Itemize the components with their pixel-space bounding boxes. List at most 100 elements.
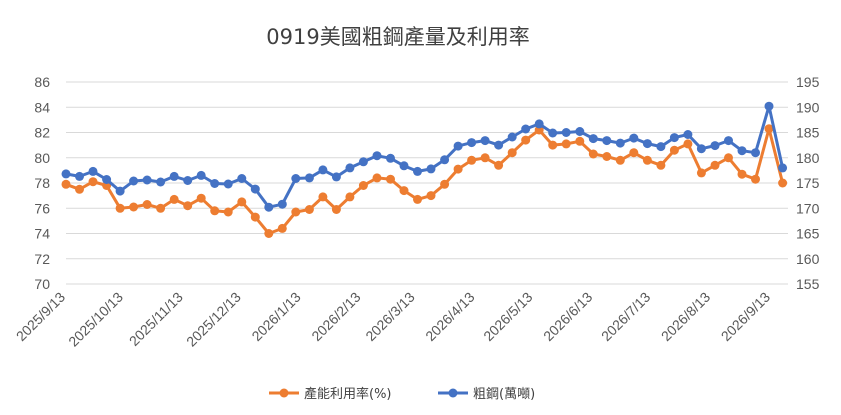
data-point[interactable]: [507, 132, 517, 142]
data-point[interactable]: [669, 133, 679, 143]
data-point[interactable]: [196, 170, 206, 180]
data-point[interactable]: [345, 163, 355, 173]
data-point[interactable]: [778, 163, 788, 173]
data-point[interactable]: [507, 148, 517, 158]
data-point[interactable]: [277, 199, 287, 209]
data-point[interactable]: [534, 119, 544, 129]
data-point[interactable]: [561, 128, 571, 137]
data-point[interactable]: [183, 176, 193, 185]
data-point[interactable]: [588, 134, 598, 144]
data-point[interactable]: [386, 174, 395, 184]
data-point[interactable]: [75, 184, 84, 194]
data-point[interactable]: [561, 139, 571, 149]
data-point[interactable]: [683, 139, 693, 149]
data-point[interactable]: [467, 138, 477, 148]
data-point[interactable]: [467, 155, 477, 165]
data-point[interactable]: [250, 184, 260, 194]
data-point[interactable]: [156, 203, 166, 213]
data-point[interactable]: [669, 145, 679, 155]
data-point[interactable]: [304, 205, 314, 214]
data-point[interactable]: [575, 136, 585, 146]
data-point[interactable]: [61, 169, 71, 179]
data-point[interactable]: [358, 181, 368, 190]
data-point[interactable]: [115, 186, 125, 196]
data-point[interactable]: [413, 166, 422, 176]
data-point[interactable]: [210, 179, 220, 188]
data-point[interactable]: [575, 127, 585, 136]
data-point[interactable]: [264, 229, 274, 238]
data-point[interactable]: [656, 142, 666, 152]
data-point[interactable]: [737, 146, 747, 156]
data-point[interactable]: [318, 165, 328, 175]
data-point[interactable]: [724, 153, 733, 163]
data-point[interactable]: [480, 136, 490, 146]
data-point[interactable]: [237, 197, 247, 207]
data-point[interactable]: [358, 157, 368, 167]
data-point[interactable]: [751, 148, 760, 158]
data-point[interactable]: [494, 160, 504, 170]
data-point[interactable]: [75, 171, 84, 181]
data-point[interactable]: [764, 101, 774, 111]
data-point[interactable]: [264, 202, 274, 212]
data-point[interactable]: [642, 139, 652, 149]
data-point[interactable]: [629, 133, 639, 143]
data-point[interactable]: [210, 206, 220, 216]
data-point[interactable]: [88, 177, 98, 187]
legend-item-steel-output[interactable]: 粗鋼(萬噸): [438, 387, 535, 402]
data-point[interactable]: [453, 164, 463, 174]
data-point[interactable]: [61, 179, 71, 189]
data-point[interactable]: [642, 155, 652, 165]
data-point[interactable]: [710, 160, 720, 170]
data-point[interactable]: [223, 179, 233, 189]
data-point[interactable]: [102, 175, 112, 184]
data-point[interactable]: [372, 151, 382, 161]
data-point[interactable]: [331, 172, 341, 182]
data-point[interactable]: [399, 186, 409, 196]
data-point[interactable]: [440, 155, 450, 165]
data-point[interactable]: [710, 141, 720, 151]
data-point[interactable]: [602, 136, 612, 146]
data-point[interactable]: [683, 130, 693, 139]
data-point[interactable]: [453, 141, 463, 151]
data-point[interactable]: [615, 155, 625, 165]
data-point[interactable]: [440, 179, 450, 189]
data-point[interactable]: [115, 203, 125, 213]
data-point[interactable]: [521, 124, 531, 134]
data-point[interactable]: [156, 177, 166, 187]
data-point[interactable]: [696, 168, 706, 178]
data-point[interactable]: [142, 175, 152, 185]
data-point[interactable]: [413, 194, 422, 204]
data-point[interactable]: [169, 171, 179, 181]
data-point[interactable]: [751, 174, 760, 184]
data-point[interactable]: [548, 140, 558, 150]
data-point[interactable]: [129, 176, 139, 186]
data-point[interactable]: [656, 160, 666, 170]
data-point[interactable]: [142, 200, 152, 209]
data-point[interactable]: [737, 169, 747, 179]
data-point[interactable]: [386, 153, 395, 163]
data-point[interactable]: [764, 124, 774, 134]
data-point[interactable]: [778, 178, 788, 188]
data-point[interactable]: [331, 205, 341, 214]
data-point[interactable]: [223, 207, 233, 217]
data-point[interactable]: [196, 193, 206, 203]
data-point[interactable]: [372, 173, 382, 183]
data-point[interactable]: [602, 152, 612, 161]
data-point[interactable]: [277, 223, 287, 233]
data-point[interactable]: [183, 201, 193, 211]
data-point[interactable]: [169, 194, 179, 204]
data-point[interactable]: [696, 144, 706, 154]
data-point[interactable]: [615, 138, 625, 148]
data-point[interactable]: [304, 173, 314, 183]
data-point[interactable]: [426, 191, 436, 201]
data-point[interactable]: [494, 140, 504, 150]
data-point[interactable]: [724, 136, 733, 146]
data-point[interactable]: [250, 212, 260, 222]
legend-item-utilization[interactable]: 產能利用率(%): [269, 386, 392, 402]
data-point[interactable]: [291, 207, 301, 217]
data-point[interactable]: [480, 153, 490, 163]
data-point[interactable]: [237, 174, 247, 183]
data-point[interactable]: [629, 148, 639, 158]
data-point[interactable]: [88, 166, 98, 176]
data-point[interactable]: [399, 161, 409, 171]
